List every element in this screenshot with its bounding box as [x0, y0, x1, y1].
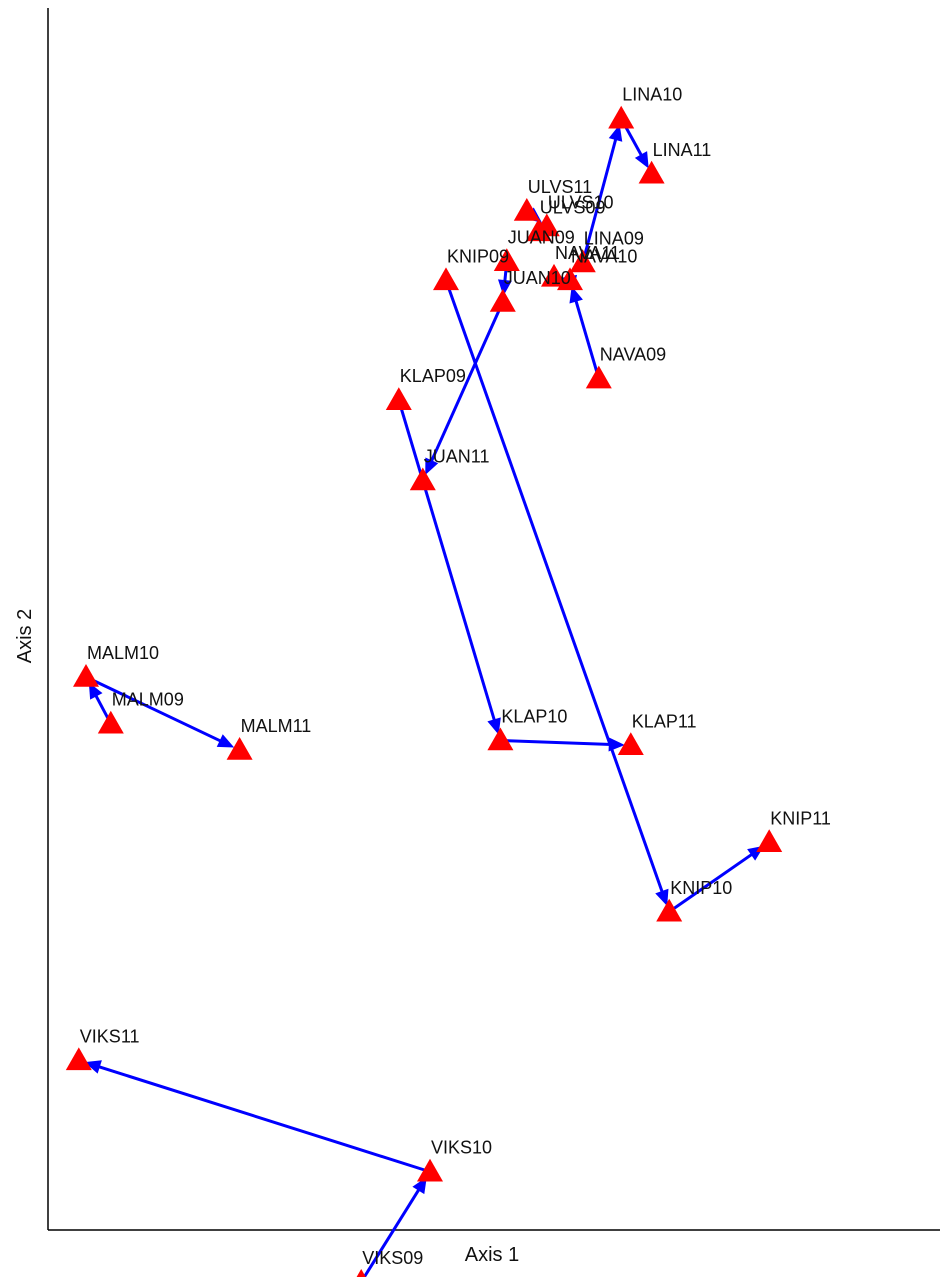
trajectory-arrow-viks10-viks11 [84, 1060, 431, 1174]
trajectory-arrow-klap09-klap10 [397, 399, 501, 735]
x-axis-title: Axis 1 [465, 1244, 519, 1266]
marker-malm11 [226, 737, 253, 760]
label-nava11: NAVA11 [555, 243, 620, 263]
point-markers [65, 105, 783, 1277]
label-ulvs10: ULVS10 [548, 193, 614, 213]
arrowhead [569, 286, 583, 304]
label-malm09: MALM09 [112, 690, 184, 710]
arrowhead [497, 279, 512, 297]
label-juan11: JUAN11 [424, 446, 490, 466]
arrow-shaft [573, 295, 601, 380]
label-knip11: KNIP11 [770, 808, 831, 828]
label-nava09: NAVA09 [600, 345, 666, 365]
marker-malm10 [73, 663, 99, 687]
trajectory-arrows [84, 117, 765, 1277]
trajectory-arrow-lina09-lina10 [581, 124, 623, 263]
label-klap11: KLAP11 [632, 711, 697, 731]
label-lina09: LINA09 [584, 228, 644, 248]
marker-juan11 [409, 467, 436, 491]
label-knip09: KNIP09 [447, 246, 509, 266]
arrow-shaft [93, 1063, 431, 1174]
marker-knip10 [656, 898, 683, 922]
label-juan09: JUAN09 [508, 227, 575, 247]
arrowhead [425, 457, 439, 476]
label-viks09: VIKS09 [362, 1248, 423, 1268]
label-lina11: LINA11 [653, 140, 712, 160]
trajectory-arrow-klap10-klap11 [500, 737, 625, 752]
arrowhead [608, 737, 625, 752]
label-ulvs09: ULVS09 [540, 197, 606, 217]
marker-juan10 [489, 288, 516, 312]
arrow-shaft [500, 738, 615, 747]
marker-viks11 [65, 1047, 92, 1071]
marker-lina10 [608, 105, 635, 129]
marker-viks09 [356, 1268, 366, 1277]
arrowhead [487, 717, 501, 735]
marker-viks10 [417, 1158, 443, 1182]
arrow-shaft [397, 399, 498, 726]
arrow-shaft [85, 675, 226, 745]
label-ulvs11: ULVS11 [528, 177, 592, 197]
marker-nava10 [557, 267, 583, 291]
marker-klap09 [385, 387, 412, 410]
label-klap10: KLAP10 [501, 706, 567, 726]
trajectory-arrow-knip09-knip10 [444, 279, 669, 907]
marker-malm09 [97, 710, 124, 734]
trajectory-arrow-malm10-malm11 [85, 675, 235, 748]
marker-lina11 [638, 160, 665, 184]
marker-ulvs09 [525, 218, 552, 242]
label-nava10: NAVA10 [571, 246, 637, 266]
label-viks10: VIKS10 [431, 1138, 492, 1158]
marker-lina09 [569, 249, 596, 273]
trajectory-arrow-juan10-juan11 [425, 301, 505, 476]
label-malm10: MALM10 [87, 643, 159, 663]
arrow-shaft [668, 850, 757, 914]
arrow-shaft [581, 133, 619, 263]
arrowhead [634, 151, 649, 169]
label-knip10: KNIP10 [670, 878, 732, 898]
trajectory-arrow-nava09-nava10 [569, 286, 601, 380]
marker-nava11 [541, 263, 567, 287]
arrowhead [655, 888, 669, 907]
arrowhead [216, 734, 235, 748]
marker-nava09 [585, 365, 612, 389]
arrowhead [608, 124, 623, 142]
y-axis-title: Axis 2 [14, 609, 36, 663]
arrow-shaft [362, 1184, 423, 1277]
marker-juan09 [493, 248, 520, 272]
label-lina10: LINA10 [622, 85, 682, 105]
marker-knip09 [433, 267, 459, 291]
label-malm11: MALM11 [241, 716, 312, 736]
marker-klap11 [617, 732, 644, 756]
arrowhead [84, 1060, 102, 1074]
marker-knip11 [756, 829, 783, 853]
arrow-shaft [427, 301, 505, 467]
marker-klap10 [487, 727, 514, 751]
label-juan10: JUAN10 [504, 268, 571, 288]
marker-ulvs11 [513, 197, 540, 221]
arrow-shaft [444, 279, 666, 898]
label-klap09: KLAP09 [400, 366, 466, 386]
label-viks11: VIKS11 [80, 1026, 140, 1046]
